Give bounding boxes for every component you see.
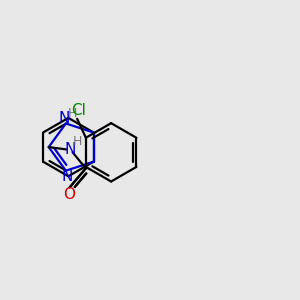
Text: N: N (61, 169, 73, 184)
Text: H: H (73, 135, 83, 148)
Text: H: H (68, 107, 77, 120)
Text: Cl: Cl (71, 103, 86, 118)
Text: O: O (63, 187, 75, 202)
Text: N: N (59, 111, 70, 126)
Text: N: N (64, 142, 75, 157)
